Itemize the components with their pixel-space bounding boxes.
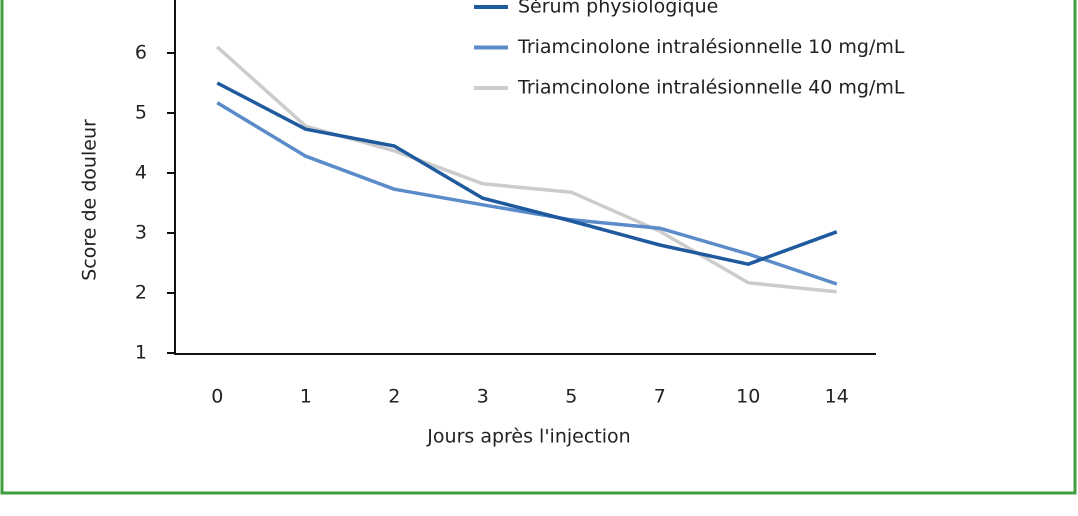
legend-label: Triamcinolone intralésionnelle 10 mg/mL [517, 36, 905, 58]
legend-label: Sérum physiologique [518, 0, 718, 18]
x-tick-label: 14 [825, 386, 849, 408]
x-tick-label: 7 [654, 386, 666, 408]
x-tick-label: 3 [477, 386, 489, 408]
x-axis-title: Jours après l'injection [426, 426, 630, 448]
x-tick-label: 1 [300, 386, 312, 408]
series-line [216, 101, 838, 286]
y-tick-label: 1 [135, 342, 147, 364]
series-line [216, 81, 838, 266]
y-axis-title: Score de douleur [79, 119, 101, 281]
y-tick-label: 6 [135, 42, 147, 64]
y-tick-label: 7 [135, 0, 147, 4]
x-tick-label: 10 [736, 386, 760, 408]
x-tick-label: 2 [388, 386, 400, 408]
frame [0, 0, 1077, 495]
y-tick-label: 5 [135, 102, 147, 124]
y-tick-label: 4 [135, 162, 147, 184]
x-tick-label: 5 [565, 386, 577, 408]
legend-label: Triamcinolone intralésionnelle 40 mg/mL [517, 77, 905, 99]
x-tick-label: 0 [211, 386, 223, 408]
y-tick-label: 2 [135, 282, 147, 304]
y-tick-label: 3 [135, 222, 147, 244]
